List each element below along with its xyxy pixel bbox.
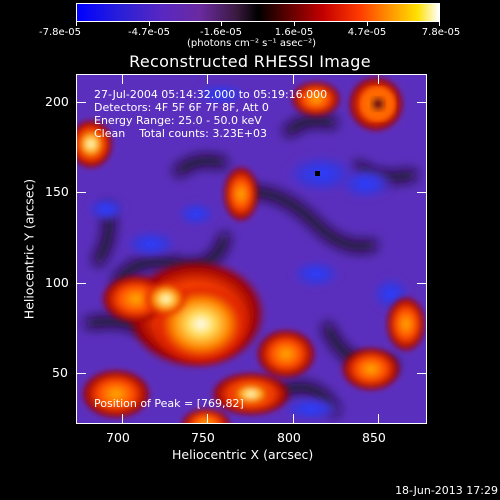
x-tick-label: 800 — [277, 430, 301, 445]
colorbar-tick-label: -4.7e-05 — [128, 27, 170, 38]
y-tick-label: 50 — [52, 365, 68, 380]
minimum-marker — [315, 171, 320, 176]
x-tick-label: 850 — [362, 430, 386, 445]
x-tick-label: 700 — [106, 430, 130, 445]
x-tick-label: 750 — [191, 430, 215, 445]
plot-frame — [76, 74, 427, 424]
energy-range-label: Energy Range: 25.0 - 50.0 keV — [94, 114, 262, 127]
colorbar-ticks — [0, 0, 500, 40]
y-tick-label: 200 — [45, 94, 69, 109]
y-axis-label: Heliocentric Y (arcsec) — [21, 178, 37, 320]
colorbar-tick-label: 1.6e-05 — [274, 27, 314, 38]
footer-timestamp: 18-Jun-2013 17:29 — [395, 484, 498, 497]
colorbar-tick-label: -7.8e-05 — [39, 27, 81, 38]
observation-time-range: 27-Jul-2004 05:14:32.000 to 05:19:16.000 — [94, 88, 328, 101]
clean-total-counts-label: Clean Total counts: 3.23E+03 — [94, 127, 268, 140]
y-tick-label: 150 — [45, 184, 69, 199]
peak-position-label: Position of Peak = [769,82] — [94, 397, 244, 410]
chart-title: Reconstructed RHESSI Image — [129, 52, 371, 71]
colorbar-tick-label: 7.8e-05 — [421, 27, 461, 38]
x-axis-label: Heliocentric X (arcsec) — [172, 447, 314, 462]
colorbar-tick-label: -1.6e-05 — [200, 27, 242, 38]
heatmap-image — [76, 74, 427, 424]
colorbar-tick-label: 4.7e-05 — [347, 27, 387, 38]
colorbar — [76, 3, 440, 22]
detectors-label: Detectors: 4F 5F 6F 7F 8F, Att 0 — [94, 101, 269, 114]
colorbar-units-label: (photons cm⁻² s⁻¹ asec⁻²) — [187, 38, 317, 49]
y-tick-label: 100 — [45, 275, 69, 290]
